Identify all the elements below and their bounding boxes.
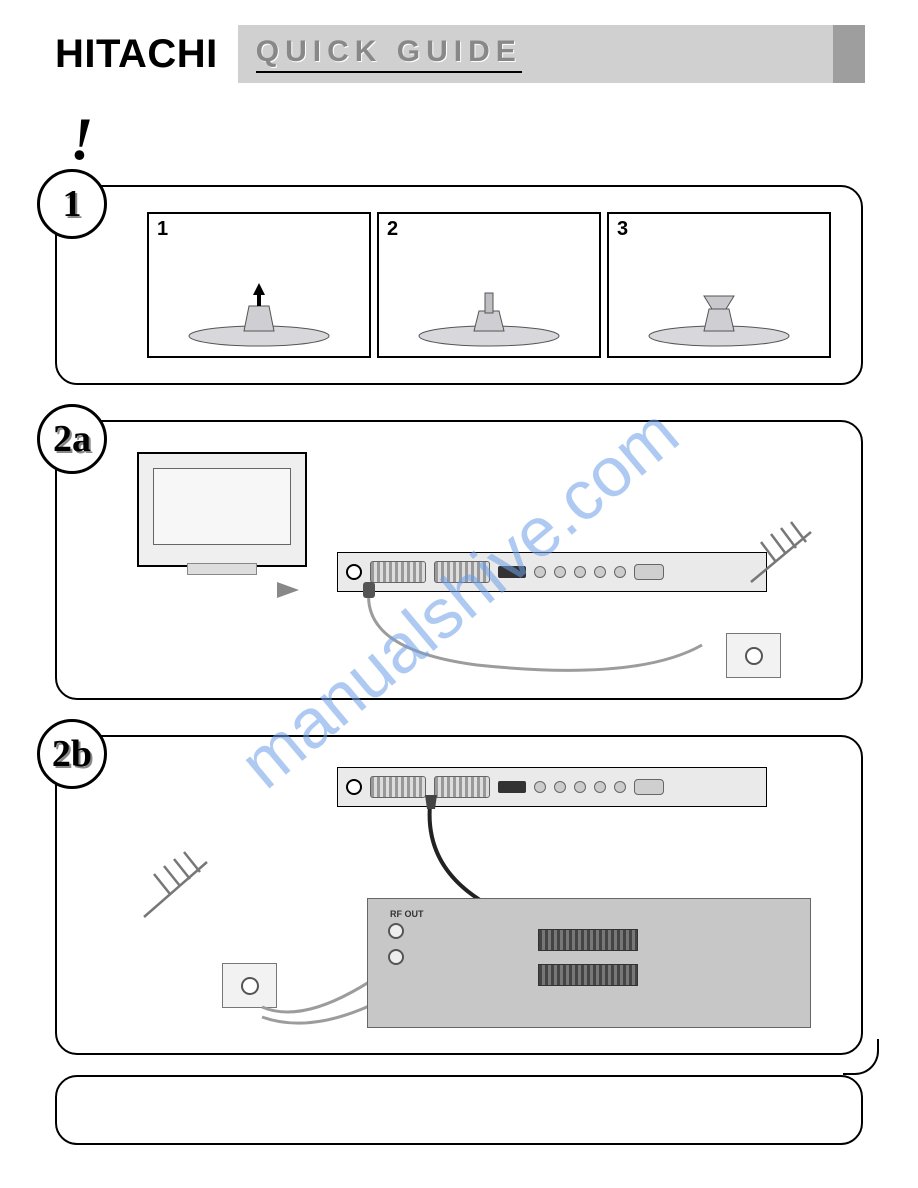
- quick-guide-banner: QUICK GUIDE: [238, 25, 863, 83]
- rca-port-icon: [594, 781, 606, 793]
- tv-stand-icon: [187, 563, 257, 575]
- step-badge-2b: 2b: [37, 719, 107, 789]
- substep-number: 2: [387, 218, 398, 241]
- rca-port-icon: [534, 566, 546, 578]
- step-panel-2b: 2b RF OUT: [55, 735, 863, 1055]
- rca-port-icon: [614, 781, 626, 793]
- rf-out-label: RF OUT: [390, 909, 424, 919]
- substep-box-1: 1: [147, 212, 371, 358]
- external-device-icon: RF OUT: [367, 898, 811, 1028]
- tv-rear-icon: [137, 452, 307, 567]
- stand-icon: [184, 291, 334, 346]
- scart-port-icon: [434, 561, 490, 583]
- substep-row: 1 2 3: [147, 212, 831, 358]
- scart-slot-icon: [538, 929, 638, 951]
- rca-port-icon: [614, 566, 626, 578]
- wall-socket-icon: [222, 963, 277, 1008]
- hdmi-port-icon: [498, 781, 526, 793]
- callout-bracket-icon: [843, 1039, 879, 1075]
- rf-port-icon: [346, 564, 362, 580]
- tv-rear-inner: [153, 468, 291, 545]
- attention-icon: !: [70, 105, 93, 174]
- vga-port-icon: [634, 779, 664, 795]
- scart-port-icon: [370, 561, 426, 583]
- banner-tab: [833, 25, 865, 83]
- scart-port-icon: [370, 776, 426, 798]
- step-panel-2a: 2a: [55, 420, 863, 700]
- step-badge-1: 1: [37, 169, 107, 239]
- stand-icon: [644, 291, 794, 346]
- rca-port-icon: [534, 781, 546, 793]
- page-header: HITACHI QUICK GUIDE: [0, 0, 918, 93]
- footer-panel: [55, 1075, 863, 1145]
- rca-port-icon: [554, 566, 566, 578]
- scart-port-icon: [434, 776, 490, 798]
- rf-plugs-icon: [388, 923, 404, 965]
- step-badge-2a: 2a: [37, 404, 107, 474]
- rf-cable-icon: [357, 590, 717, 690]
- quick-guide-title: QUICK GUIDE: [256, 35, 522, 73]
- wall-socket-icon: [726, 633, 781, 678]
- rca-port-icon: [594, 566, 606, 578]
- substep-number: 1: [157, 218, 168, 241]
- brand-logo: HITACHI: [55, 32, 218, 77]
- substep-box-3: 3: [607, 212, 831, 358]
- rf-port-icon: [346, 779, 362, 795]
- substep-number: 3: [617, 218, 628, 241]
- rca-port-icon: [554, 781, 566, 793]
- antenna-icon: [132, 852, 227, 927]
- step-panel-1: 1 1 2 3: [55, 185, 863, 385]
- connector-panel-2b: [337, 767, 767, 807]
- connector-panel-2a: [337, 552, 767, 592]
- scart-slot-icon: [538, 964, 638, 986]
- antenna-icon: [741, 522, 831, 592]
- arrow-icon: [277, 582, 299, 598]
- vga-port-icon: [634, 564, 664, 580]
- substep-box-2: 2: [377, 212, 601, 358]
- rca-port-icon: [574, 566, 586, 578]
- stand-icon: [414, 291, 564, 346]
- hdmi-port-icon: [498, 566, 526, 578]
- rca-port-icon: [574, 781, 586, 793]
